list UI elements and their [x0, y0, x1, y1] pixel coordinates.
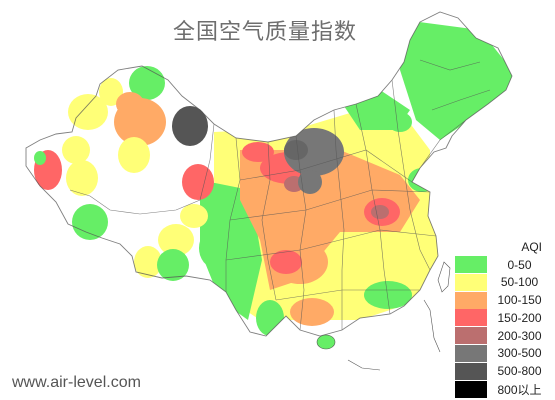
legend-label: 800以上 [497, 382, 542, 397]
legend-swatch [455, 273, 487, 291]
legend-label: 100-150 [497, 293, 542, 308]
legend-item: 150-200 [455, 309, 552, 327]
map-title: 全国空气质量指数 [172, 20, 357, 45]
legend-item: 0-50 [455, 256, 552, 273]
legend-label: 150-200 [497, 310, 542, 325]
south-sea-boundary [347, 299, 441, 371]
legend-swatch [455, 309, 487, 327]
legend-label: 500-800 [497, 364, 542, 379]
legend-swatch [455, 344, 487, 362]
legend-swatch [455, 380, 487, 398]
legend-item: 50-100 [455, 273, 552, 291]
province-boundaries [25, 11, 513, 337]
legend-item: 300-500 [455, 344, 552, 362]
legend-label: 50-100 [500, 275, 539, 290]
legend-label: 200-300 [497, 328, 542, 343]
legend-item: 200-300 [455, 327, 552, 345]
site-watermark: www.air-level.com [12, 374, 141, 391]
legend-title: AQI [521, 240, 542, 254]
legend-swatch [455, 362, 487, 380]
legend-swatch [455, 256, 487, 273]
legend-swatch [455, 291, 487, 309]
western-station-blobs [34, 66, 231, 281]
legend-label: 300-500 [497, 346, 542, 361]
aqi-legend: AQI 0-50 50-100 100-150 150-200 200-300 … [455, 238, 552, 398]
islands [316, 261, 451, 350]
legend-item: 100-150 [455, 291, 552, 309]
legend-item: 500-800 [455, 362, 552, 380]
legend-label: 0-50 [507, 257, 532, 272]
legend-item: 800以上 [455, 380, 552, 398]
legend-swatch [455, 327, 487, 345]
